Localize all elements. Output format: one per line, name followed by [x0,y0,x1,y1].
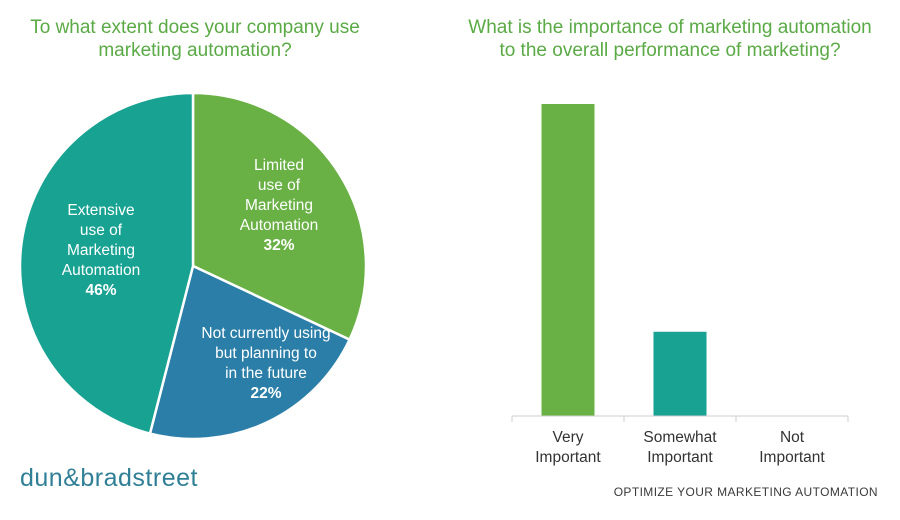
bar-category-label-2: Not [780,429,805,446]
pie-slice-0 [191,91,368,342]
pie-slice-2 [18,91,195,436]
pie-slice-label-2: use of [80,222,123,239]
pie-slice-label-2: Automation [62,262,140,279]
pie-slice-label-1: but planning to [215,345,317,362]
bar-1 [653,331,707,416]
bar-category-label-1: Important [647,449,713,466]
pie-slice-label-0: use of [258,177,301,194]
pie-slice-value-0: 32% [263,237,294,254]
bar-category-label-2: Important [759,449,825,466]
pie-slice-label-0: Limited [254,157,304,174]
pie-slice-label-1: in the future [225,365,307,382]
pie-slice-label-2: Extensive [67,202,134,219]
dun-bradstreet-logo: dun&bradstreet [20,464,198,492]
pie-slice-label-1: Not currently using [201,325,330,342]
pie-slice-value-2: 46% [85,282,116,299]
bar-category-label-0: Very [552,429,583,446]
footer-tagline: OPTIMIZE YOUR MARKETING AUTOMATION [613,485,878,499]
pie-chart-title: To what extent does your company use mar… [30,17,360,61]
pie-slice-value-1: 22% [250,385,281,402]
pie-slice-1 [148,264,352,441]
bar-chart-title: What is the importance of marketing auto… [468,17,872,61]
pie-slice-label-0: Marketing [245,197,313,214]
bar-category-label-1: Somewhat [643,429,717,446]
pie-slice-label-0: Automation [240,217,318,234]
bar-0 [541,104,595,416]
bar-category-label-0: Important [535,449,601,466]
pie-slice-label-2: Marketing [67,242,135,259]
